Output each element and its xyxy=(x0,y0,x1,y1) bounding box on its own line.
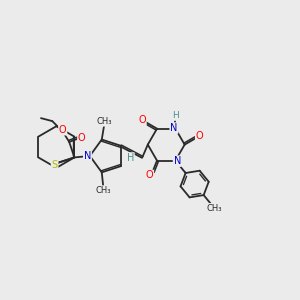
Text: O: O xyxy=(146,170,153,180)
Text: S: S xyxy=(52,160,58,170)
Text: CH₃: CH₃ xyxy=(96,117,112,126)
Text: CH₃: CH₃ xyxy=(207,204,222,213)
Text: O: O xyxy=(138,115,146,125)
Text: N: N xyxy=(173,156,181,166)
Text: H: H xyxy=(172,111,179,120)
Text: O: O xyxy=(59,125,67,135)
Text: H: H xyxy=(127,153,134,163)
Text: N: N xyxy=(170,123,178,133)
Text: N: N xyxy=(84,151,91,161)
Text: CH₃: CH₃ xyxy=(95,186,111,195)
Text: O: O xyxy=(78,134,85,143)
Text: O: O xyxy=(196,131,203,141)
